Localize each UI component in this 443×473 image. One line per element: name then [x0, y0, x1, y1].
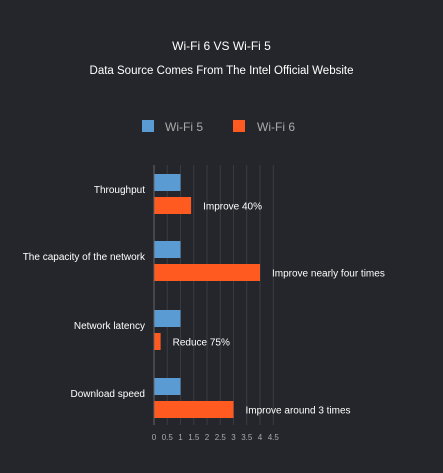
bar-wifi6[interactable] [154, 197, 192, 214]
x-tick-label: 1 [178, 433, 183, 442]
bar-wifi6[interactable] [154, 264, 260, 281]
x-tick-label: 3 [231, 433, 236, 442]
legend-label-wifi6: Wi-Fi 6 [257, 120, 295, 134]
category-labels: Throughput The capacity of the network Net… [23, 185, 146, 400]
chart-title: Wi-Fi 6 VS Wi-Fi 5 [172, 39, 271, 53]
category-label: Network latency [74, 321, 145, 332]
bar-wifi5[interactable] [154, 241, 181, 258]
data-label: Improve 40% [203, 202, 262, 213]
legend-swatch-wifi5 [142, 120, 154, 132]
x-tick-label: 3.5 [241, 433, 253, 442]
x-axis-ticks: 0 0.5 1 1.5 2 2.5 3 3.5 4 4.5 [152, 433, 280, 442]
bar-wifi5[interactable] [154, 378, 181, 395]
bar-wifi6[interactable] [154, 401, 234, 418]
legend-swatch-wifi6 [233, 120, 245, 132]
legend: Wi-Fi 5 Wi-Fi 6 [142, 120, 295, 134]
data-label: Reduce 75% [173, 338, 230, 349]
legend-label-wifi5: Wi-Fi 5 [165, 120, 203, 134]
x-tick-label: 4 [258, 433, 263, 442]
grid-lines [166, 165, 274, 425]
category-label: The capacity of the network [23, 252, 146, 263]
x-tick-label: 0 [152, 433, 157, 442]
category-label: Download speed [71, 389, 146, 400]
legend-item-wifi5[interactable]: Wi-Fi 5 [142, 120, 203, 134]
x-tick-label: 2.5 [215, 433, 227, 442]
data-label: Improve nearly four times [272, 269, 385, 280]
data-labels: Improve 40% Improve nearly four times Redu… [173, 202, 385, 417]
chart-subtitle: Data Source Comes From The Intel Officia… [90, 65, 354, 77]
x-tick-label: 2 [205, 433, 210, 442]
x-tick-label: 1.5 [188, 433, 200, 442]
category-label: Throughput [94, 185, 145, 196]
bar-wifi5[interactable] [154, 174, 181, 191]
legend-item-wifi6[interactable]: Wi-Fi 6 [233, 120, 295, 134]
data-label: Improve around 3 times [246, 406, 351, 417]
bar-wifi6[interactable] [154, 333, 161, 350]
x-tick-label: 4.5 [268, 433, 280, 442]
x-tick-label: 0.5 [162, 433, 174, 442]
bar-wifi5[interactable] [154, 310, 181, 327]
bars [154, 174, 260, 418]
